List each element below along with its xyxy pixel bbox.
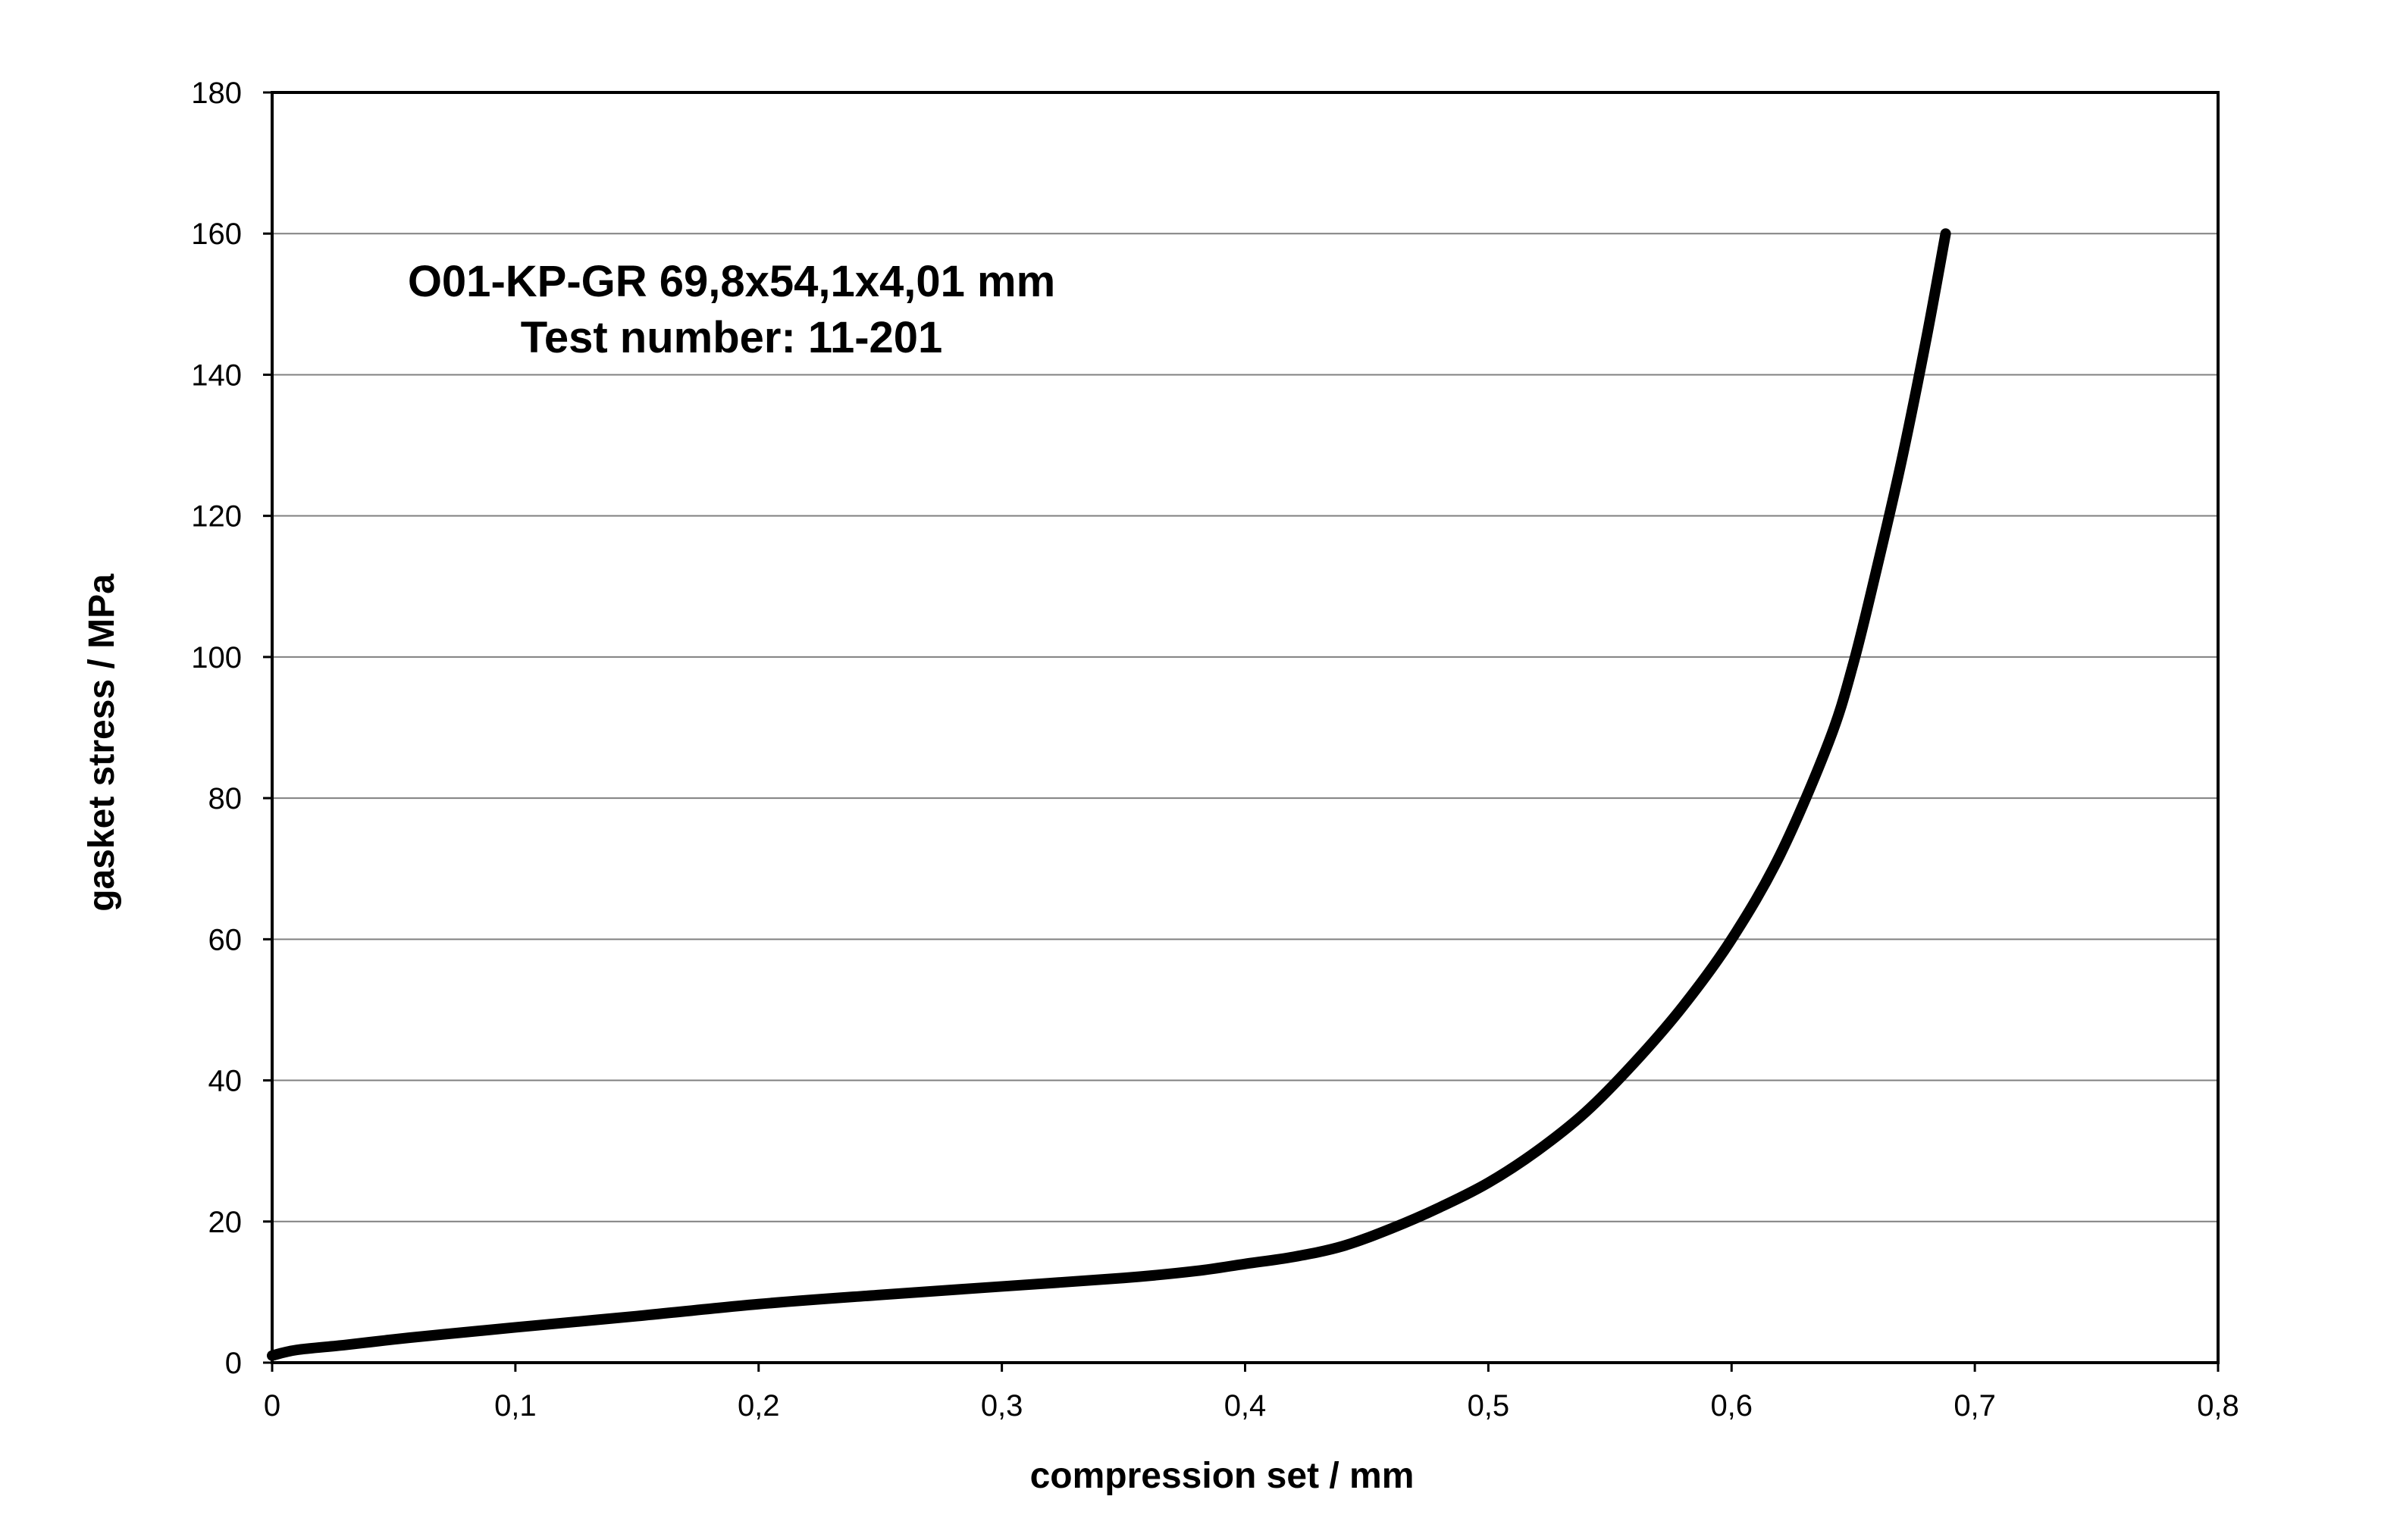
y-tick-label-0: 0 [225,1347,242,1380]
y-tick-label-100: 100 [191,641,242,675]
y-tick-label-40: 40 [208,1065,243,1098]
y-axis-title: gasket stress / MPa [82,574,122,912]
y-tick-label-140: 140 [191,358,242,392]
chart-annotation-line-1: O01-KP-GR 69,8x54,1x4,01 mm [408,257,1055,306]
x-tick-label-6: 0,6 [1710,1389,1753,1423]
x-tick-label-5: 0,5 [1468,1389,1510,1423]
series-layer [267,228,1951,1361]
series-line-0 [267,228,1951,1361]
y-tick-label-180: 180 [191,77,242,110]
y-tick-label-120: 120 [191,500,242,534]
grid-lines [272,233,2218,1222]
x-tick-label-4: 0,4 [1224,1389,1267,1423]
x-tick-label-0: 0 [264,1389,280,1423]
x-axis: 0 0,1 0,2 0,3 0,4 0,5 0,6 0,7 0,8 [264,1363,2239,1423]
x-tick-label-7: 0,7 [1954,1389,1996,1423]
x-tick-label-3: 0,3 [981,1389,1023,1423]
chart-annotation-line-2: Test number: 11-201 [521,313,943,362]
x-axis-title: compression set / mm [1030,1456,1415,1496]
x-tick-label-8: 0,8 [2197,1389,2239,1423]
y-tick-label-20: 20 [208,1206,243,1239]
y-tick-label-60: 60 [208,923,243,956]
y-tick-label-160: 160 [191,218,242,251]
x-tick-label-1: 0,1 [494,1389,537,1423]
x-tick-label-2: 0,2 [738,1389,780,1423]
y-axis: 0 20 40 60 80 100 120 140 160 180 [191,77,272,1380]
y-tick-label-80: 80 [208,782,243,815]
